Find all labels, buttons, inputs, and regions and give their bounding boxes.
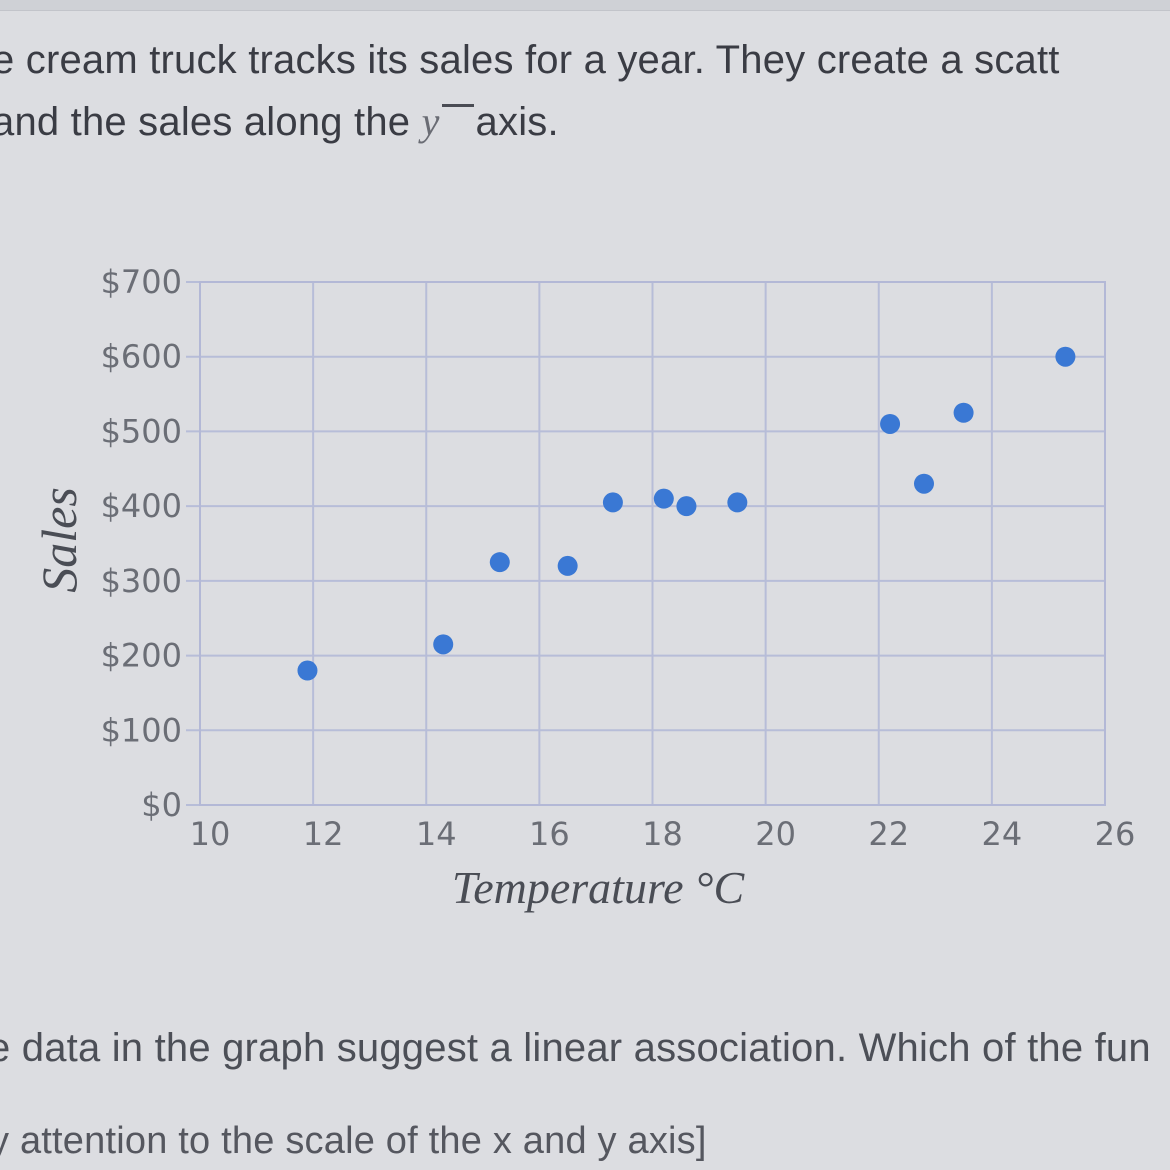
data-point [1055,346,1076,367]
header-divider [0,0,1170,11]
question-text-line-4: y attention to the scale of the x and y … [0,1120,707,1162]
grid-lines [186,281,1106,806]
data-point [676,496,697,517]
question-text-suffix: axis. [475,100,559,144]
question-text-line-3: e data in the graph suggest a linear ass… [0,1026,1151,1070]
data-point [727,492,748,513]
data-point [953,402,974,423]
data-point [880,413,901,434]
y-tick-label: $100 [101,711,182,749]
data-points [297,346,1076,681]
y-tick-label: $700 [101,263,182,301]
x-tick-label: 24 [982,815,1023,853]
x-tick-label: 14 [416,815,457,853]
x-tick-label: 26 [1095,815,1136,853]
y-tick-label: $500 [101,412,182,450]
y-variable: y [421,99,440,144]
y-tick-label: $600 [101,338,182,376]
data-point [602,492,623,513]
data-point [557,555,578,576]
y-tick-label: $400 [101,487,182,525]
x-tick-label: 22 [868,815,909,853]
data-point [914,473,934,494]
data-point [653,488,674,509]
data-point [489,552,510,573]
question-text-line-1: e cream truck tracks its sales for a yea… [0,38,1060,82]
superscript-dash [441,104,474,107]
x-tick-label: 12 [303,815,344,853]
y-tick-labels: $0 $100 $200 $300 $400 $500 $600 $700 [101,263,182,824]
y-axis-title: Sales [31,487,87,593]
data-point [297,660,318,681]
question-text-line-2: and the sales along the y axis. [0,98,559,145]
y-tick-label: $300 [101,562,182,600]
question-text-prefix: and the sales along the [0,100,422,144]
data-point [433,634,454,655]
x-tick-label: 20 [755,815,796,853]
x-tick-label: 16 [529,815,570,853]
y-tick-label: $0 [141,786,182,824]
plot-frame [199,281,1106,806]
x-tick-label: 10 [190,815,231,853]
x-tick-labels: 10 12 14 16 18 20 22 24 26 [190,815,1136,853]
x-tick-label: 18 [642,815,683,853]
x-axis-title: Temperature °C [452,862,746,913]
y-tick-label: $200 [101,637,182,675]
